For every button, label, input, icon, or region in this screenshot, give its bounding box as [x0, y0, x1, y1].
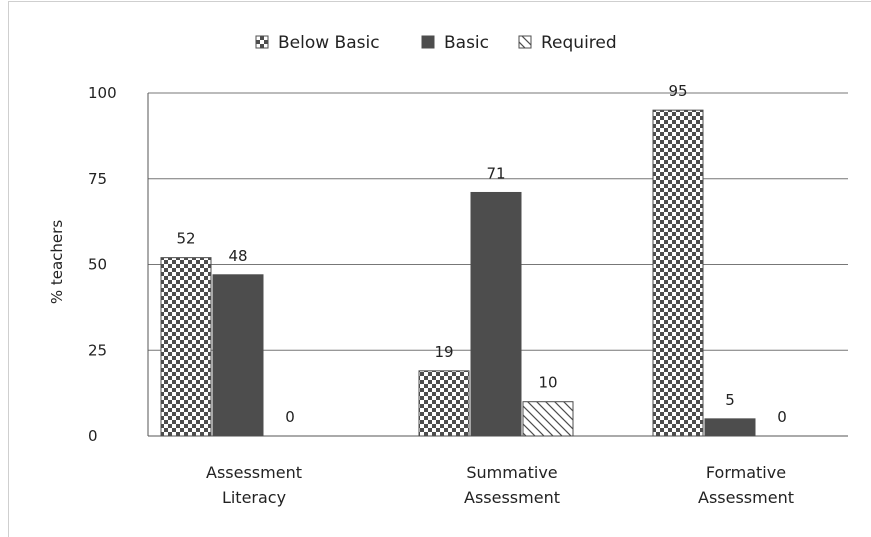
legend-swatch	[421, 35, 435, 49]
category-label: Formative	[706, 463, 786, 482]
y-tick-label: 75	[88, 170, 107, 188]
legend-label: Required	[541, 33, 617, 53]
category-labels: Assessment Literacy Summative Assessment For…	[206, 463, 794, 507]
data-label: 0	[777, 408, 787, 426]
bar-required	[522, 401, 574, 437]
y-tick-label: 25	[88, 341, 107, 359]
data-label: 95	[668, 82, 687, 100]
value-labels: 52 48 0 19 71 10 95 5 0	[176, 82, 786, 426]
data-label: 19	[434, 343, 453, 361]
category-label: Summative	[466, 463, 557, 482]
bar-basic	[212, 274, 264, 437]
legend-swatch	[518, 35, 532, 49]
legend-swatch	[255, 35, 269, 49]
data-label: 0	[285, 408, 295, 426]
y-tick-label: 100	[88, 84, 117, 102]
bar-below-basic	[652, 109, 704, 437]
bar-below-basic	[418, 370, 470, 437]
category-label: Assessment	[206, 463, 302, 482]
category-label: Assessment	[464, 488, 560, 507]
data-label: 52	[176, 230, 195, 248]
y-tick-label: 0	[88, 427, 98, 445]
category-label: Literacy	[222, 488, 286, 507]
y-axis-label: % teachers	[48, 220, 66, 304]
legend: Below Basic Basic Required	[255, 33, 617, 53]
y-axis-ticks: 0 25 50 75 100	[88, 84, 117, 445]
data-label: 10	[538, 374, 557, 392]
bar-below-basic	[160, 257, 212, 437]
legend-label: Below Basic	[278, 33, 380, 53]
frame-left-border	[8, 1, 9, 537]
data-label: 5	[725, 391, 735, 409]
data-label: 48	[228, 247, 247, 265]
bar-basic	[470, 191, 522, 437]
category-label: Assessment	[698, 488, 794, 507]
y-tick-label: 50	[88, 256, 107, 274]
bar-basic	[704, 418, 756, 437]
data-label: 71	[486, 164, 505, 182]
bars	[160, 109, 756, 437]
frame-top-border	[8, 1, 871, 2]
legend-label: Basic	[444, 33, 489, 53]
